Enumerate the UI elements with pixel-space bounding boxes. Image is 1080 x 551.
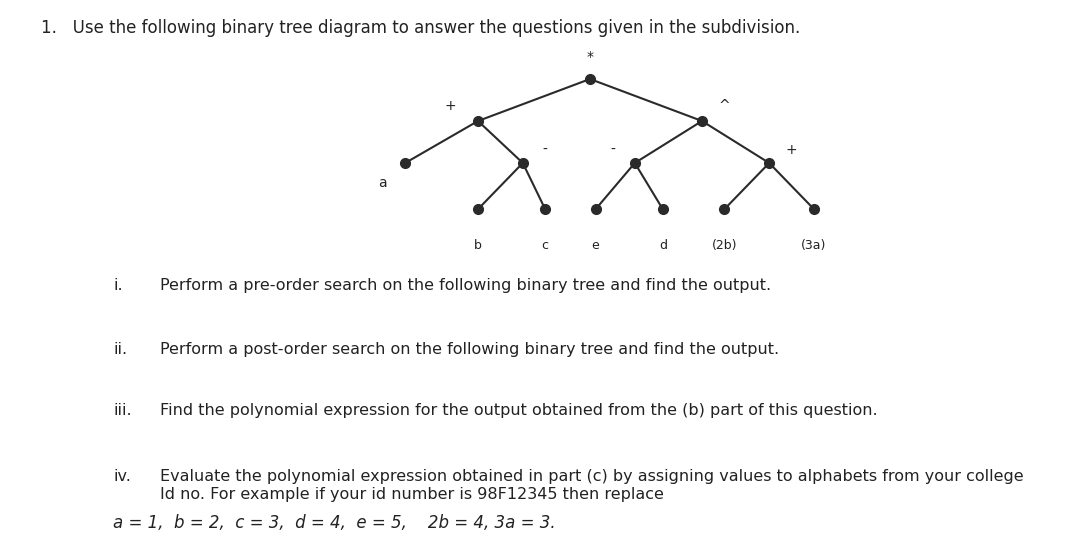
Text: Perform a pre-order search on the following binary tree and find the output.: Perform a pre-order search on the follow… (160, 278, 771, 293)
Text: +: + (786, 143, 797, 156)
Text: d: d (659, 239, 666, 252)
Text: (2b): (2b) (712, 239, 738, 252)
Text: (3a): (3a) (801, 239, 826, 252)
Text: a: a (378, 176, 387, 190)
Text: iv.: iv. (113, 469, 132, 484)
Text: Find the polynomial expression for the output obtained from the (b) part of this: Find the polynomial expression for the o… (160, 403, 877, 418)
Text: i.: i. (113, 278, 123, 293)
Text: b: b (474, 239, 482, 252)
Text: ^: ^ (718, 99, 730, 112)
Text: -: - (543, 143, 548, 156)
Text: *: * (586, 50, 594, 64)
Text: Perform a post-order search on the following binary tree and find the output.: Perform a post-order search on the follo… (160, 342, 779, 356)
Text: 1.   Use the following binary tree diagram to answer the questions given in the : 1. Use the following binary tree diagram… (41, 19, 800, 37)
Text: -: - (610, 143, 615, 156)
Text: a = 1,  b = 2,  c = 3,  d = 4,  e = 5,    2b = 4, 3a = 3.: a = 1, b = 2, c = 3, d = 4, e = 5, 2b = … (113, 514, 556, 532)
Text: c: c (542, 239, 549, 252)
Text: iii.: iii. (113, 403, 132, 418)
Text: e: e (592, 239, 599, 252)
Text: Evaluate the polynomial expression obtained in part (c) by assigning values to a: Evaluate the polynomial expression obtai… (160, 469, 1024, 502)
Text: +: + (444, 99, 456, 112)
Text: ii.: ii. (113, 342, 127, 356)
